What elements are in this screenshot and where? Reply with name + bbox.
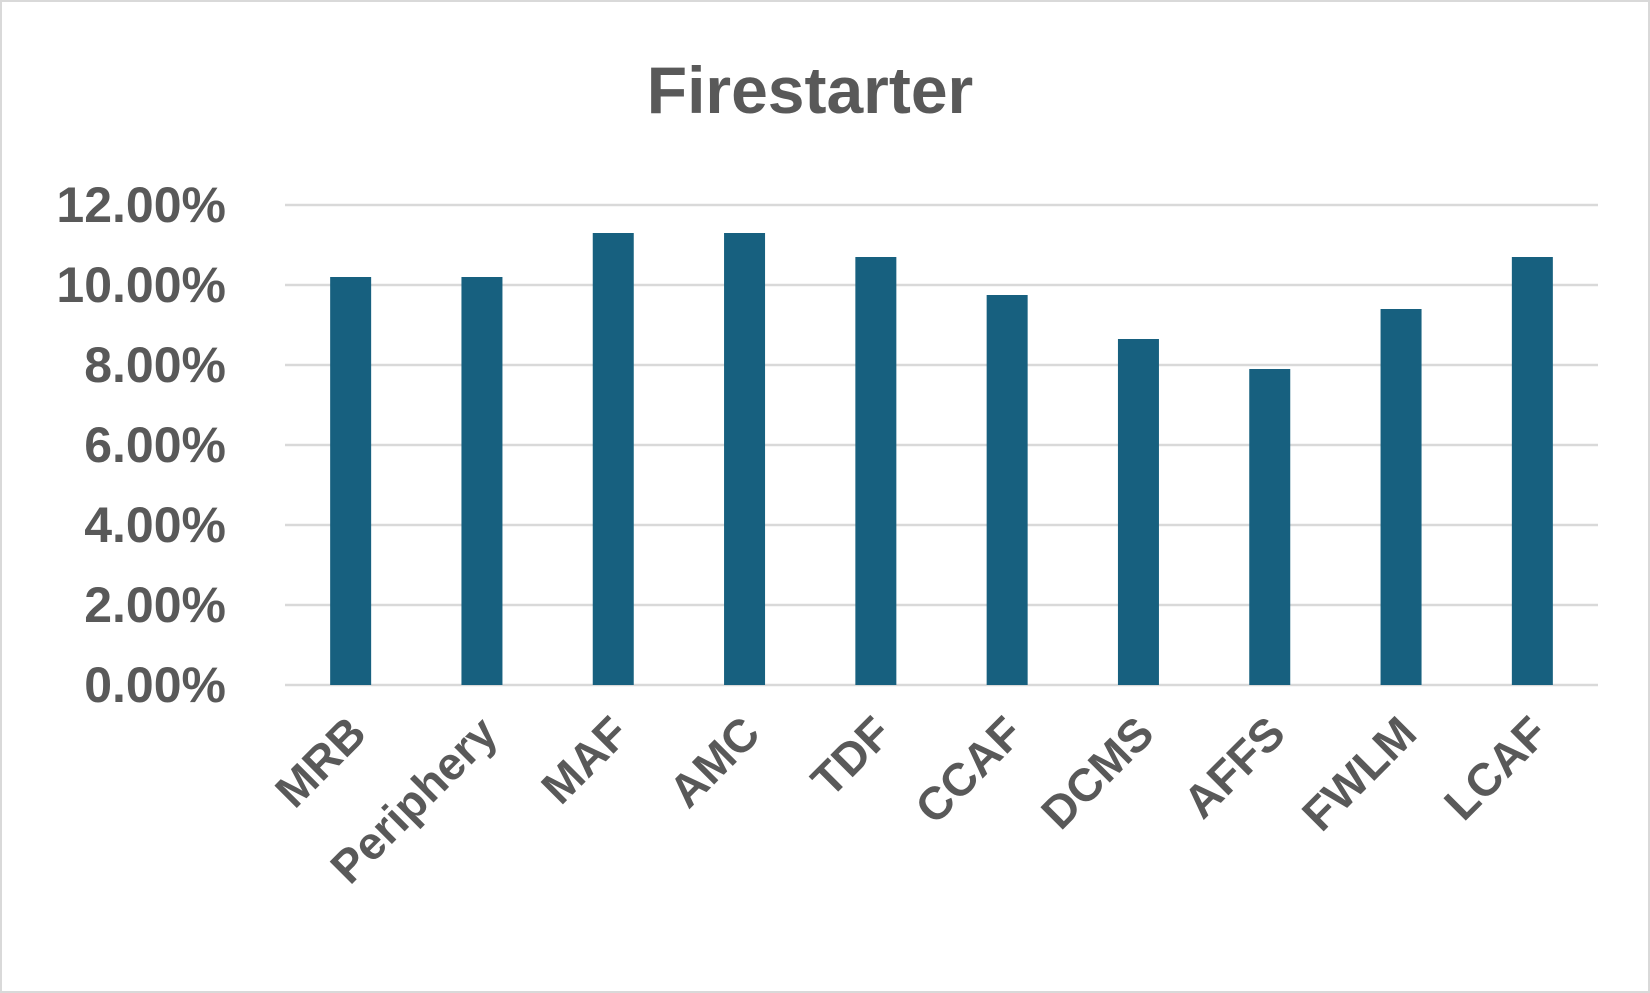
bar-ccaf bbox=[986, 295, 1028, 685]
y-tick-label: 12.00% bbox=[56, 177, 226, 233]
y-tick-label: 8.00% bbox=[84, 337, 226, 393]
bar-amc bbox=[724, 233, 766, 685]
gridlines bbox=[285, 203, 1598, 687]
bar-fwlm bbox=[1380, 309, 1422, 685]
bars bbox=[330, 233, 1553, 685]
y-tick-label: 6.00% bbox=[84, 417, 226, 473]
y-axis-tick-labels: 0.00% 2.00% 4.00% 6.00% 8.00% 10.00% 12.00% bbox=[56, 177, 226, 713]
y-tick-label: 10.00% bbox=[56, 257, 226, 313]
y-tick-label: 0.00% bbox=[84, 657, 226, 713]
bar-affs bbox=[1249, 369, 1291, 685]
bar-maf bbox=[592, 233, 634, 685]
y-tick-label: 2.00% bbox=[84, 577, 226, 633]
bar-mrb bbox=[330, 277, 372, 685]
bar-tdf bbox=[855, 257, 897, 685]
bar-lcaf bbox=[1511, 257, 1553, 685]
bar-periphery bbox=[461, 277, 503, 685]
bar-dcms bbox=[1117, 339, 1159, 685]
y-tick-label: 4.00% bbox=[84, 497, 226, 553]
chart-title: Firestarter bbox=[647, 53, 974, 127]
